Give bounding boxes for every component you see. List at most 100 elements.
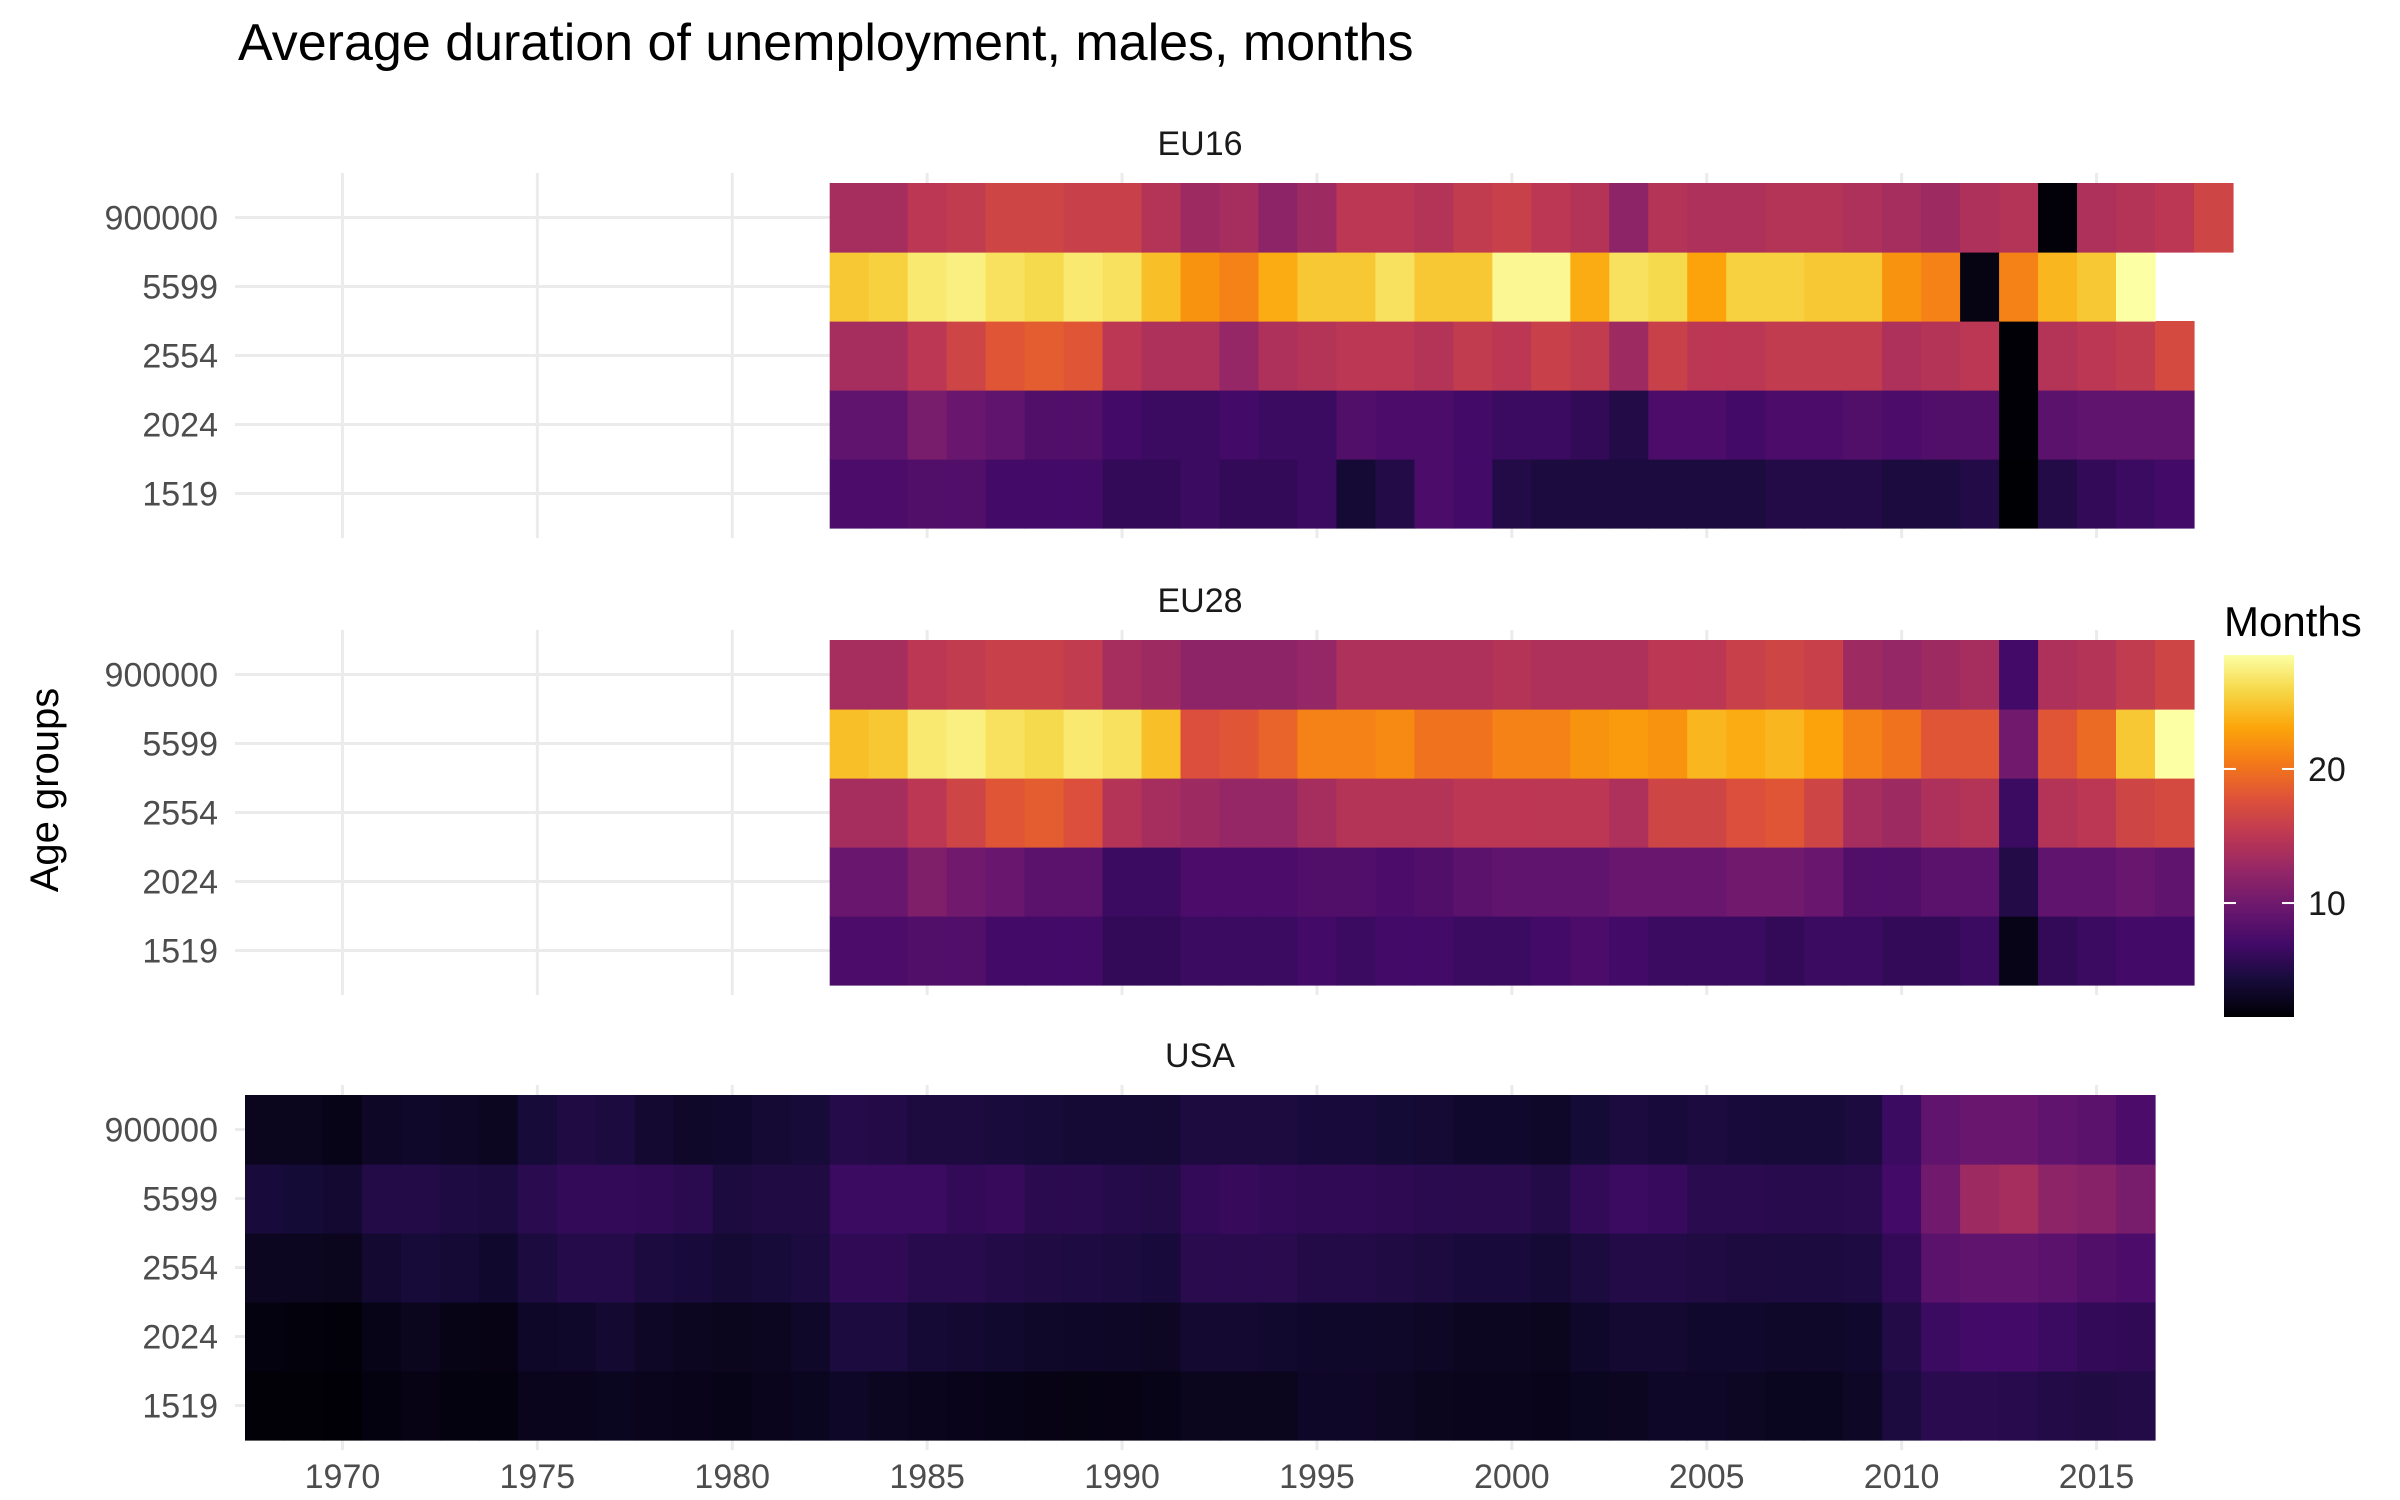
heatmap-cell (868, 1371, 909, 1441)
heatmap-cell (1921, 390, 1961, 460)
heatmap-cell (2077, 321, 2117, 391)
heatmap-cell (790, 1164, 831, 1234)
heatmap-cell (1609, 1371, 1649, 1441)
heatmap-cell (1726, 183, 1766, 253)
heatmap-cell (1063, 1164, 1104, 1234)
heatmap-cell (1102, 390, 1143, 460)
heatmap-cell (1336, 847, 1377, 917)
heatmap-cell (1258, 1302, 1299, 1372)
heatmap-cell (556, 1302, 597, 1372)
heatmap-cell (1999, 1371, 2039, 1441)
heatmap-cell (556, 1233, 597, 1303)
heatmap-cell (1999, 1164, 2039, 1234)
heatmap-cell (2116, 252, 2156, 322)
heatmap-cell (1375, 1302, 1415, 1372)
heatmap-cell (1336, 778, 1377, 848)
heatmap-cell (2116, 1371, 2156, 1441)
heatmap-cell (1531, 709, 1571, 779)
heatmap-cell (1999, 709, 2039, 779)
heatmap-cell (985, 709, 1026, 779)
heatmap-cell (1804, 1164, 1844, 1234)
heatmap-cell (829, 778, 870, 848)
heatmap-cell (985, 778, 1026, 848)
heatmap-cell (1843, 1371, 1883, 1441)
heatmap-cell (1024, 709, 1065, 779)
heatmap-cell (1648, 321, 1688, 391)
heatmap-cell (1453, 709, 1493, 779)
heatmap-cell (1609, 183, 1649, 253)
heatmap-cell (946, 1164, 987, 1234)
heatmap-cell (1609, 709, 1649, 779)
heatmap-cell (1219, 390, 1260, 460)
heatmap-cell (2038, 1302, 2078, 1372)
heatmap-cell (1141, 709, 1182, 779)
heatmap-cell (1882, 709, 1922, 779)
heatmap-cell (1609, 1233, 1649, 1303)
heatmap-cell (985, 183, 1026, 253)
heatmap-cell (1726, 778, 1766, 848)
heatmap-cell (2038, 390, 2078, 460)
heatmap-cell (1531, 1164, 1571, 1234)
heatmap-cell (1180, 1233, 1221, 1303)
heatmap-cell (1687, 321, 1727, 391)
heatmap-cell (2038, 1233, 2078, 1303)
heatmap-cell (1024, 321, 1065, 391)
heatmap-cell (946, 390, 987, 460)
heatmap-cell (751, 1302, 792, 1372)
heatmap-cell (1570, 640, 1610, 710)
heatmap-cell (1687, 916, 1727, 986)
heatmap-cell (2116, 321, 2156, 391)
heatmap-cell (868, 778, 909, 848)
heatmap-cell (1882, 390, 1922, 460)
heatmap-cell (1219, 459, 1260, 529)
heatmap-cell (1726, 1302, 1766, 1372)
heatmap-cell (1375, 916, 1415, 986)
heatmap-cell (1765, 1164, 1805, 1234)
y-tick-label: 900000 (105, 1112, 218, 1150)
heatmap-cell (1063, 709, 1104, 779)
heatmap-cell (1570, 709, 1610, 779)
heatmap-cell (400, 1095, 441, 1165)
heatmap-cell (946, 183, 987, 253)
chart-title: Average duration of unemployment, males,… (238, 14, 1413, 72)
heatmap-cell (1609, 916, 1649, 986)
heatmap-cell (1609, 390, 1649, 460)
heatmap-cell (1258, 252, 1299, 322)
heatmap-cell (361, 1164, 402, 1234)
heatmap-cell (1999, 778, 2039, 848)
heatmap-cell (1453, 1302, 1493, 1372)
heatmap-cell (829, 321, 870, 391)
heatmap-cell (1375, 252, 1415, 322)
heatmap-cell (1726, 390, 1766, 460)
heatmap-cell (1726, 847, 1766, 917)
heatmap-cell (1570, 390, 1610, 460)
heatmap-cell (946, 847, 987, 917)
x-tick-label: 1970 (305, 1458, 381, 1496)
heatmap-cell (1609, 778, 1649, 848)
heatmap-cell (1141, 916, 1182, 986)
heatmap-cell (1024, 1095, 1065, 1165)
heatmap-cell (2038, 847, 2078, 917)
x-tick-label: 1980 (694, 1458, 770, 1496)
heatmap-cell (790, 1302, 831, 1372)
heatmap-cell (245, 1164, 285, 1234)
heatmap-cell (1882, 1371, 1922, 1441)
y-tick-label: 2554 (142, 338, 218, 376)
heatmap-cell (1141, 459, 1182, 529)
heatmap-cell (2038, 252, 2078, 322)
heatmap-cell (907, 709, 948, 779)
heatmap-cell (1180, 321, 1221, 391)
heatmap-cell (1999, 390, 2039, 460)
heatmap-cell (322, 1233, 363, 1303)
heatmap-cell (2116, 709, 2156, 779)
heatmap-cell (907, 459, 948, 529)
heatmap-cell (1843, 390, 1883, 460)
heatmap-cell (2155, 390, 2195, 460)
heatmap-cell (1219, 1164, 1260, 1234)
heatmap-cell (1882, 1233, 1922, 1303)
heatmap-cell (1726, 252, 1766, 322)
y-tick-label: 1519 (142, 1388, 218, 1426)
heatmap-cell (1375, 321, 1415, 391)
heatmap-cell (1258, 916, 1299, 986)
heatmap-cell (1531, 1371, 1571, 1441)
